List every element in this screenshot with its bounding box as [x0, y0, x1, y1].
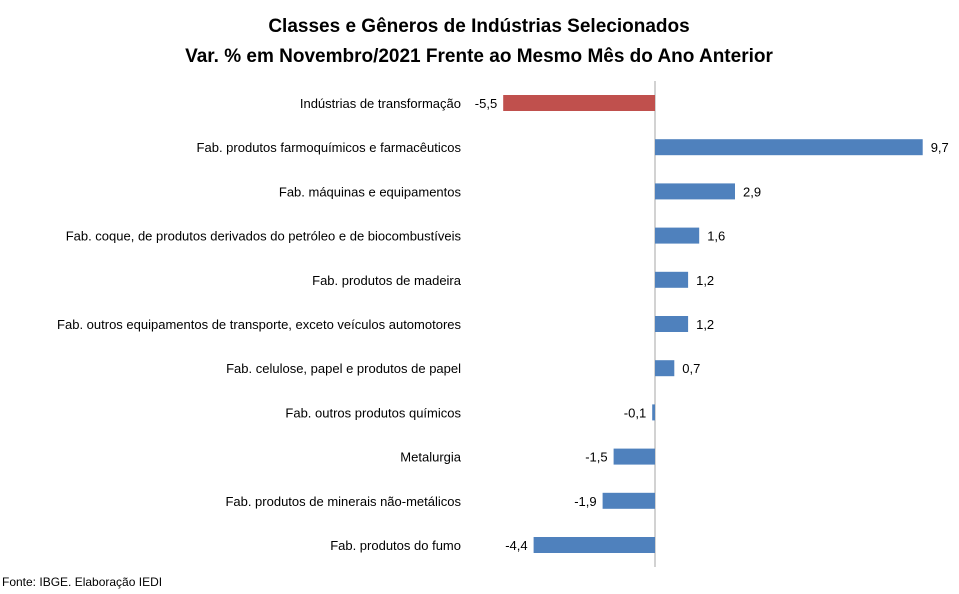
chart-subtitle: Var. % em Novembro/2021 Frente ao Mesmo … [185, 46, 773, 67]
value-label: 1,6 [707, 229, 725, 244]
category-label: Metalurgia [400, 450, 461, 465]
bar [655, 360, 675, 377]
bar [655, 227, 700, 244]
plot-area: -5,5 Indústrias de transformação 9,7 Fab. p… [57, 81, 949, 567]
value-label: -0,1 [624, 405, 646, 420]
value-label: -1,5 [585, 450, 607, 465]
bar [503, 95, 655, 111]
bar [655, 271, 689, 288]
value-label: -1,9 [574, 494, 596, 509]
value-label: 9,7 [931, 140, 949, 155]
value-label: 1,2 [696, 273, 714, 288]
category-label: Fab. produtos de madeira [312, 273, 462, 288]
category-label: Fab. produtos farmoquímicos e farmacêuti… [197, 140, 462, 155]
category-label: Fab. celulose, papel e produtos de papel [226, 361, 461, 376]
category-label: Fab. produtos de minerais não-metálicos [225, 494, 461, 509]
category-label: Indústrias de transformação [300, 96, 461, 111]
bar [655, 139, 923, 156]
bar [533, 537, 655, 553]
category-label: Fab. outros produtos químicos [285, 405, 461, 420]
chart-title: Classes e Gêneros de Indústrias Selecion… [268, 16, 689, 37]
value-label: 1,2 [696, 317, 714, 332]
value-label: 0,7 [682, 361, 700, 376]
value-label: 2,9 [743, 184, 761, 199]
bar [655, 183, 735, 200]
category-label: Fab. produtos do fumo [330, 538, 461, 553]
bar [602, 492, 655, 509]
category-label: Fab. coque, de produtos derivados do pet… [66, 229, 462, 244]
value-label: -5,5 [475, 96, 497, 111]
value-label: -4,4 [505, 538, 527, 553]
bar [652, 404, 655, 421]
category-label: Fab. outros equipamentos de transporte, … [57, 317, 461, 332]
source-note: Fonte: IBGE. Elaboração IEDI [2, 575, 162, 589]
bar [655, 316, 689, 332]
category-label: Fab. máquinas e equipamentos [279, 184, 462, 199]
bar [613, 448, 655, 465]
